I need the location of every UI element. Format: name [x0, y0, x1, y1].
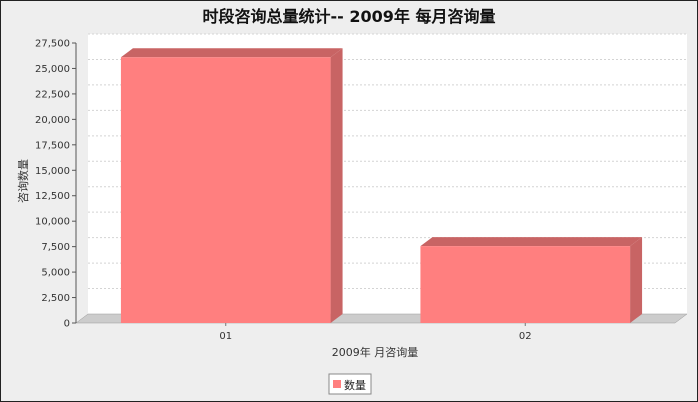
- y-tick-label: 20,000: [35, 115, 70, 126]
- y-tick-label: 15,000: [35, 166, 70, 177]
- legend-box: [328, 373, 372, 395]
- plot-area: 0 2,500 5,000 7,500 10,000 12,500 15,000 17,500…: [35, 33, 688, 342]
- bar-side: [330, 48, 343, 323]
- y-tick-label: 2,500: [41, 293, 70, 304]
- bar: [420, 246, 631, 323]
- x-axis-title: 2009年 月咨询量: [332, 345, 419, 359]
- bar-top: [420, 237, 643, 247]
- y-tick-label: 22,500: [35, 89, 70, 100]
- legend-label: 数量: [344, 379, 366, 392]
- legend-swatch: [333, 380, 341, 388]
- y-axis-title: 咨询数量: [16, 159, 30, 203]
- y-tick-label: 5,000: [41, 268, 70, 279]
- y-tick-label: 7,500: [41, 242, 70, 253]
- y-tick-label: 27,500: [35, 39, 70, 50]
- x-tick-label: 01: [219, 331, 232, 342]
- legend: 数量: [328, 373, 372, 395]
- y-tick-label: 10,000: [35, 217, 70, 228]
- bar-side: [630, 237, 643, 323]
- y-tick-label: 17,500: [35, 140, 70, 151]
- bar-top: [120, 48, 343, 58]
- chart-title: 时段咨询总量统计-- 2009年 每月咨询量: [203, 7, 496, 26]
- y-tick-label: 0: [64, 319, 70, 330]
- bar: [120, 57, 331, 323]
- y-tick-label: 12,500: [35, 191, 70, 202]
- x-tick-label: 02: [519, 331, 532, 342]
- y-tick-label: 25,000: [35, 64, 70, 75]
